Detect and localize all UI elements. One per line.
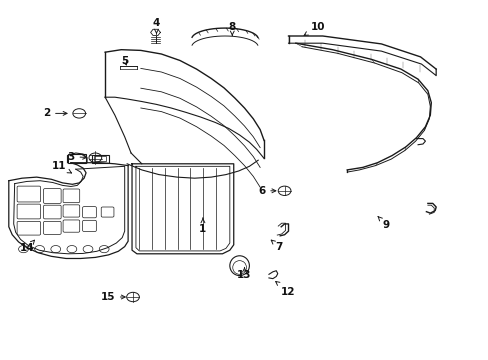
Text: 8: 8 bbox=[228, 22, 235, 35]
Text: 7: 7 bbox=[271, 240, 282, 252]
Text: 12: 12 bbox=[275, 282, 295, 297]
Text: 14: 14 bbox=[20, 240, 35, 253]
Text: 5: 5 bbox=[121, 56, 128, 66]
Text: 15: 15 bbox=[100, 292, 125, 302]
Text: 6: 6 bbox=[258, 186, 275, 196]
Text: 3: 3 bbox=[67, 152, 86, 162]
Text: 10: 10 bbox=[304, 22, 325, 35]
Text: 13: 13 bbox=[237, 267, 251, 280]
Text: 9: 9 bbox=[377, 216, 389, 230]
Text: 11: 11 bbox=[51, 161, 71, 173]
Text: 4: 4 bbox=[152, 18, 160, 34]
Text: 2: 2 bbox=[43, 108, 67, 118]
Text: 1: 1 bbox=[199, 218, 206, 234]
